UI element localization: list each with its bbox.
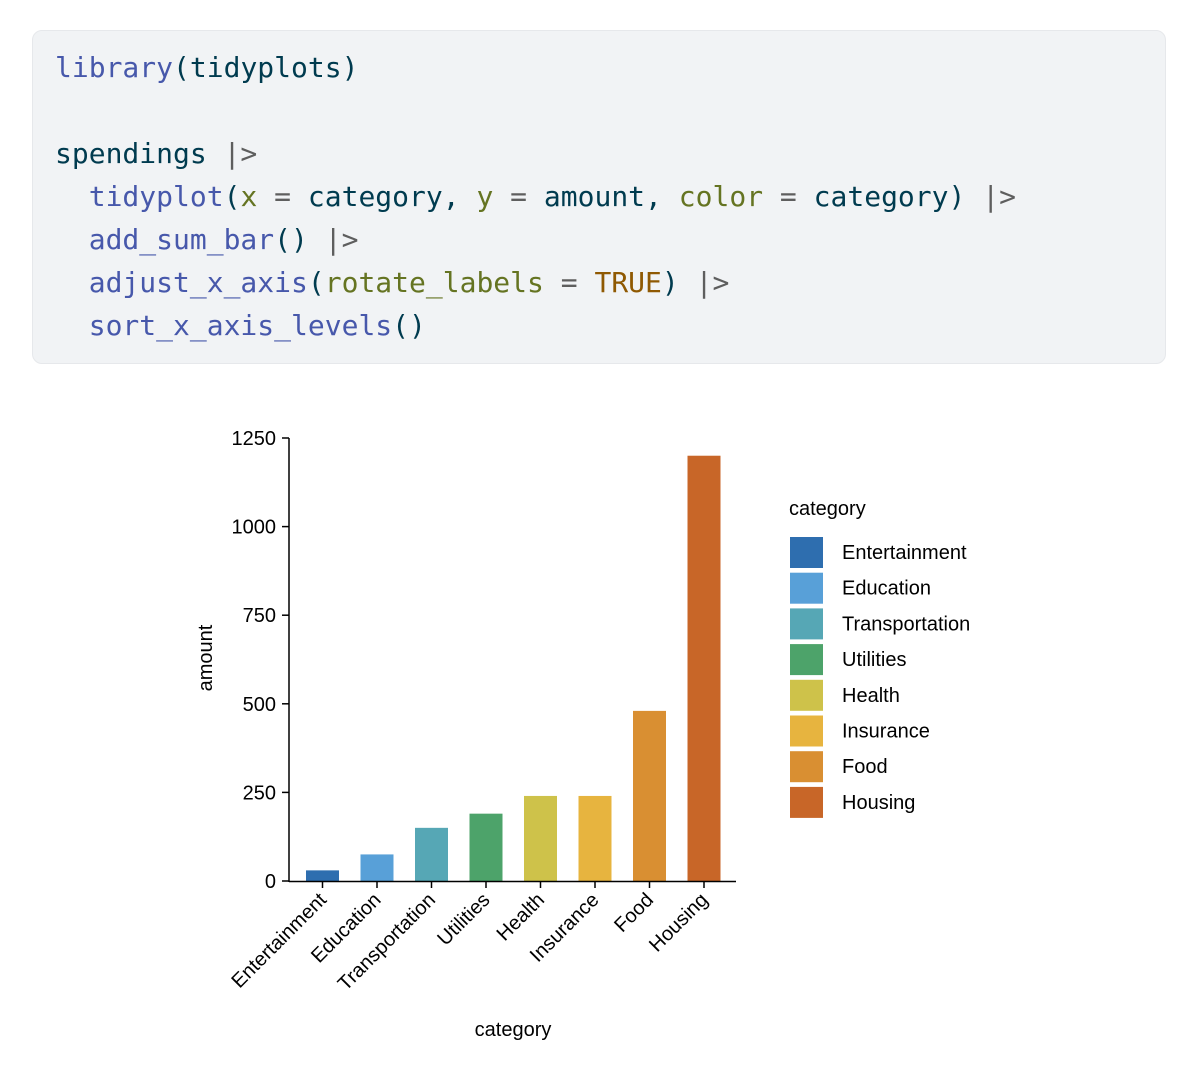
code-token: color (678, 180, 764, 213)
code-token: adjust_x_axis (88, 266, 308, 299)
code-token: = (763, 180, 814, 213)
bar-food (633, 710, 666, 881)
code-token (55, 309, 89, 342)
code-line-6: adjust_x_axis(rotate_labels = TRUE) |> (55, 263, 730, 303)
bar-insurance (578, 795, 612, 881)
y-axis-title: amount (195, 624, 217, 691)
code-line-4: tidyplot(x = category, y = amount, color… (55, 177, 1016, 217)
y-tick-label: 1250 (232, 428, 277, 450)
code-line-1: library(tidyplots) (55, 48, 358, 88)
y-tick-label: 750 (243, 605, 276, 627)
code-line-3: spendings |> (55, 134, 257, 174)
y-tick-label: 250 (243, 782, 276, 804)
code-token: = (543, 266, 595, 299)
legend-label: Food (842, 756, 888, 778)
code-token (55, 223, 89, 256)
y-tick-label: 1000 (232, 517, 277, 539)
code-token: y (476, 180, 494, 213)
code-token: tidyplots (189, 51, 342, 84)
bar-education (360, 854, 394, 881)
code-token: ( (223, 180, 241, 213)
code-token: tidyplot (88, 180, 224, 213)
code-token: |> (223, 137, 258, 170)
legend-swatch (790, 537, 823, 568)
legend-swatch (790, 715, 823, 747)
legend-title: category (789, 498, 866, 520)
code-line-7: sort_x_axis_levels() (55, 306, 426, 346)
code-token: spendings (55, 137, 224, 170)
legend-swatch (790, 679, 823, 711)
y-axis: 0 250 500 750 1000 1250 (232, 428, 290, 893)
code-token: library (55, 51, 174, 84)
code-token: sort_x_axis_levels (88, 309, 393, 342)
legend: category Entertainment Education Transport… (789, 498, 970, 818)
x-tick-label: Food (610, 889, 658, 937)
x-tick-label: Transportation (334, 889, 440, 995)
legend-label: Health (842, 685, 900, 707)
code-token: = (493, 180, 544, 213)
code-token: |> (324, 223, 359, 256)
code-token: ( (173, 51, 190, 84)
y-tick-label: 0 (265, 871, 276, 893)
bar-health (524, 795, 557, 881)
code-token: ) (948, 180, 983, 213)
code-line-5: add_sum_bar() |> (55, 220, 359, 260)
y-tick-label: 500 (243, 694, 276, 716)
code-token: TRUE (594, 266, 662, 299)
code-block: library(tidyplots) spendings |> tidyplot(… (32, 30, 1166, 364)
bar-utilities (469, 813, 503, 881)
x-tick-label: Entertainment (227, 889, 331, 993)
code-token: , (442, 180, 477, 213)
code-token: |> (982, 180, 1016, 213)
x-axis: EntertainmentEducationTransportationUtil… (227, 880, 736, 995)
x-tick-label: Utilities (433, 889, 494, 950)
code-token: = (257, 180, 308, 213)
legend-label: Entertainment (842, 542, 967, 564)
code-token (55, 180, 89, 213)
legend-swatch (790, 572, 823, 604)
legend-label: Transportation (842, 613, 970, 635)
bar-entertainment (306, 870, 339, 881)
bar-transportation (415, 827, 448, 881)
legend-label: Education (842, 578, 931, 600)
x-axis-title: category (475, 1019, 552, 1041)
legend-swatch (790, 608, 823, 640)
code-token: ) (661, 266, 696, 299)
x-tick-label: Housing (645, 889, 712, 956)
code-token: add_sum_bar (88, 223, 275, 256)
legend-swatch (790, 644, 823, 676)
legend-label: Housing (842, 792, 915, 814)
code-token: category (813, 180, 949, 213)
legend-label: Utilities (842, 649, 906, 671)
code-token: , (645, 180, 679, 213)
legend-swatch (790, 751, 823, 783)
code-token (55, 266, 89, 299)
code-token: amount (543, 180, 646, 213)
code-token: category (307, 180, 443, 213)
code-token: x (240, 180, 258, 213)
code-token: () (392, 309, 426, 342)
code-token: ) (341, 51, 359, 84)
bars (306, 455, 721, 881)
code-token: () (274, 223, 325, 256)
legend-label: Insurance (842, 721, 930, 743)
code-token: |> (695, 266, 730, 299)
legend-swatch (790, 786, 823, 818)
bar-housing (687, 455, 721, 881)
code-token: rotate_labels (324, 266, 544, 299)
code-token: ( (307, 266, 325, 299)
